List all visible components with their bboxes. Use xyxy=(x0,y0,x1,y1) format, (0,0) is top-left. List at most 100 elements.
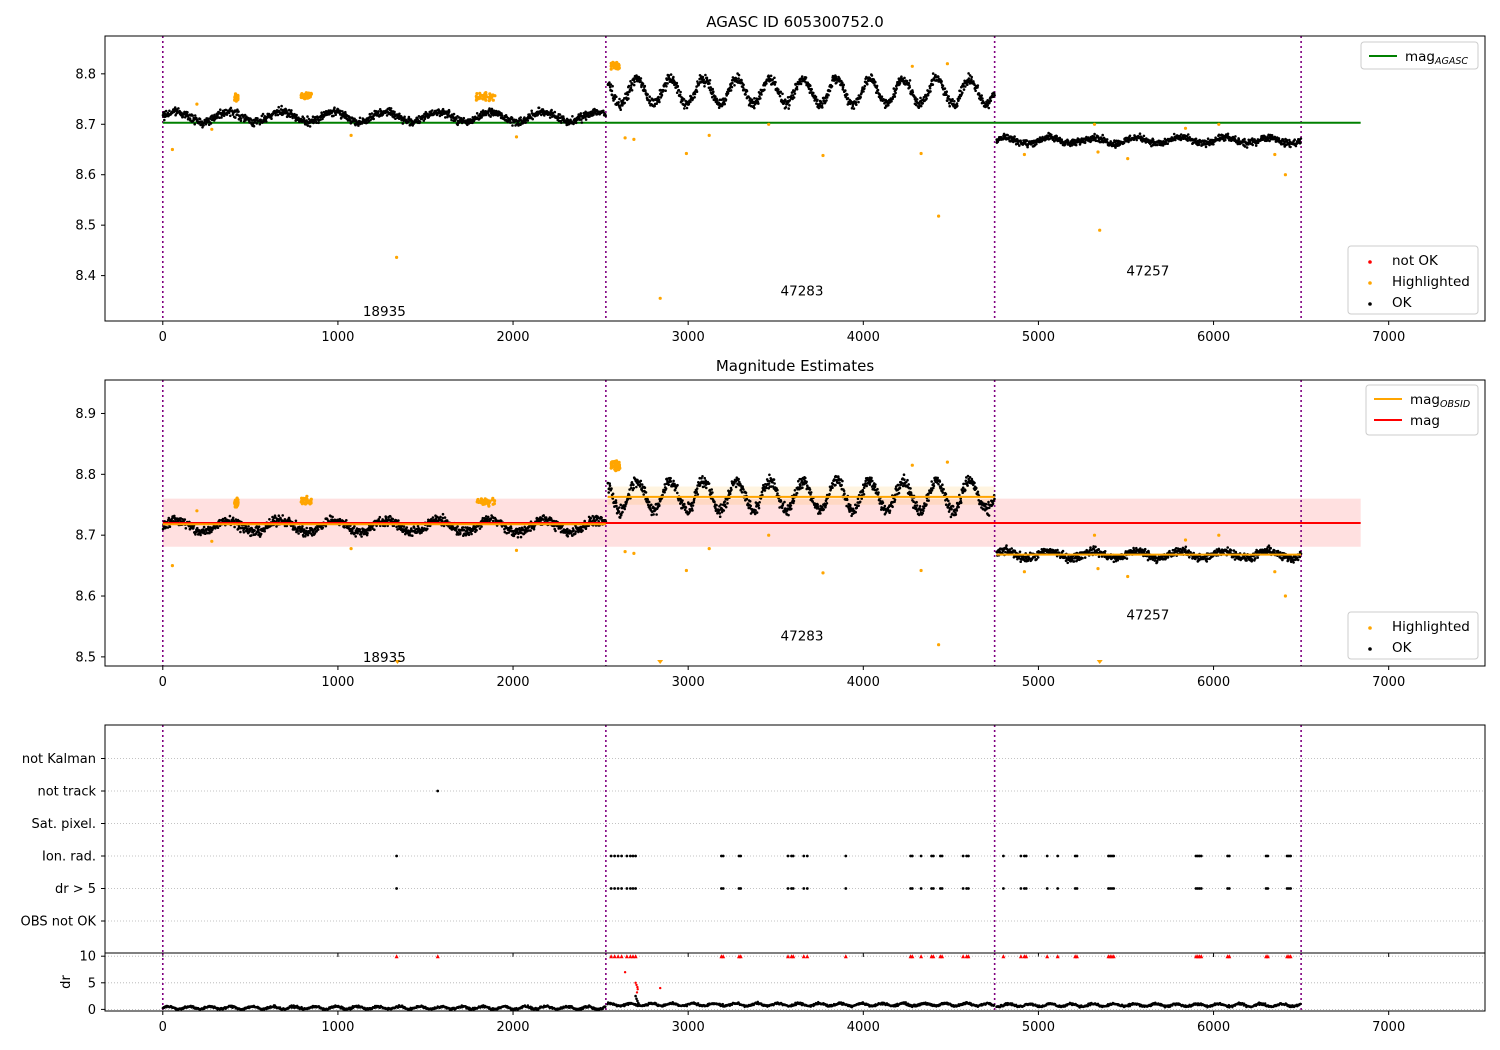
highlighted-point xyxy=(481,93,485,98)
ok-point xyxy=(397,519,400,522)
highlighted-point xyxy=(210,127,214,131)
ok-point xyxy=(749,97,752,100)
ok-point xyxy=(705,486,708,490)
ok-point xyxy=(306,115,309,118)
ok-point xyxy=(531,117,534,121)
ok-point xyxy=(1224,138,1227,142)
ok-point xyxy=(874,80,877,84)
ok-point xyxy=(295,113,298,117)
ok-point xyxy=(925,97,928,100)
ok-point xyxy=(742,83,745,87)
ok-point xyxy=(955,102,959,105)
ok-point xyxy=(795,491,799,495)
ok-point xyxy=(426,527,429,531)
ok-point xyxy=(693,92,697,96)
ok-point xyxy=(644,89,647,93)
ok-point xyxy=(812,91,815,95)
ok-point xyxy=(804,76,808,79)
ok-point xyxy=(1194,137,1198,141)
ok-point xyxy=(642,493,645,496)
ok-point xyxy=(1243,145,1247,148)
x-tick-label: 4000 xyxy=(847,330,880,345)
ok-point xyxy=(228,514,232,518)
ok-point xyxy=(313,120,316,124)
ok-point xyxy=(639,79,642,83)
ok-point xyxy=(1093,132,1096,136)
ok-point xyxy=(229,106,233,110)
ok-point xyxy=(715,504,718,507)
ok-point xyxy=(1122,141,1126,145)
ok-point xyxy=(667,74,671,77)
ok-point xyxy=(664,89,667,92)
highlighted-point xyxy=(491,98,495,102)
ok-point xyxy=(900,75,903,78)
ok-point xyxy=(863,87,866,90)
legend-dot-marker xyxy=(1368,281,1372,285)
ok-point xyxy=(740,78,743,82)
ok-point xyxy=(373,528,376,531)
highlighted-point xyxy=(821,153,825,158)
ok-point xyxy=(475,112,479,115)
highlighted-point xyxy=(937,214,941,218)
ok-point xyxy=(631,82,634,85)
ok-point xyxy=(619,503,622,507)
ok-point xyxy=(828,89,832,93)
legend-label: Highlighted xyxy=(1392,274,1470,290)
panel-title: AGASC ID 605300752.0 xyxy=(706,13,884,31)
ok-point xyxy=(635,485,638,489)
ok-point xyxy=(281,514,285,517)
ok-point xyxy=(683,107,686,110)
ok-point xyxy=(809,84,812,87)
ok-point xyxy=(708,82,711,85)
ok-point xyxy=(227,111,231,114)
ok-point xyxy=(431,109,434,112)
ok-point xyxy=(822,508,825,511)
ok-point xyxy=(509,121,513,124)
ok-point xyxy=(184,527,188,530)
ok-point xyxy=(894,91,897,95)
ok-point xyxy=(1055,134,1058,138)
ok-point xyxy=(662,88,665,92)
ok-point xyxy=(277,514,281,517)
ok-point xyxy=(623,101,626,105)
ok-point xyxy=(729,89,733,92)
ok-point xyxy=(648,99,652,103)
ok-point xyxy=(970,75,973,79)
ok-point xyxy=(672,479,675,483)
ok-point xyxy=(670,78,673,82)
ok-point xyxy=(296,529,300,533)
ok-point xyxy=(976,84,980,87)
ok-point xyxy=(633,80,636,84)
highlighted-point xyxy=(235,95,239,99)
ok-point xyxy=(659,88,662,92)
ok-point xyxy=(841,86,845,89)
ok-point xyxy=(757,102,760,105)
ok-point xyxy=(255,525,259,528)
highlighted-point xyxy=(395,255,399,259)
ok-point xyxy=(672,75,675,79)
ok-point xyxy=(576,115,580,118)
ok-point xyxy=(316,528,320,531)
y-tick-label: 8.4 xyxy=(75,269,96,284)
ok-point xyxy=(191,114,194,117)
ok-point xyxy=(395,525,398,529)
highlighted-point xyxy=(1217,122,1221,126)
ok-point xyxy=(757,506,761,510)
ok-point xyxy=(1063,143,1067,146)
ok-point xyxy=(277,105,281,109)
ok-point xyxy=(956,104,959,108)
ok-point xyxy=(786,96,790,99)
ok-point xyxy=(511,124,514,127)
ok-point xyxy=(618,506,621,509)
ok-point xyxy=(666,82,669,85)
ok-point xyxy=(846,97,850,100)
ok-point xyxy=(202,124,205,127)
ok-point xyxy=(1090,139,1093,142)
highlighted-point xyxy=(488,93,492,98)
ok-point xyxy=(723,500,727,503)
ok-point xyxy=(799,484,802,488)
ok-point xyxy=(1058,136,1062,140)
ok-point xyxy=(562,117,565,120)
ok-point xyxy=(959,89,962,93)
